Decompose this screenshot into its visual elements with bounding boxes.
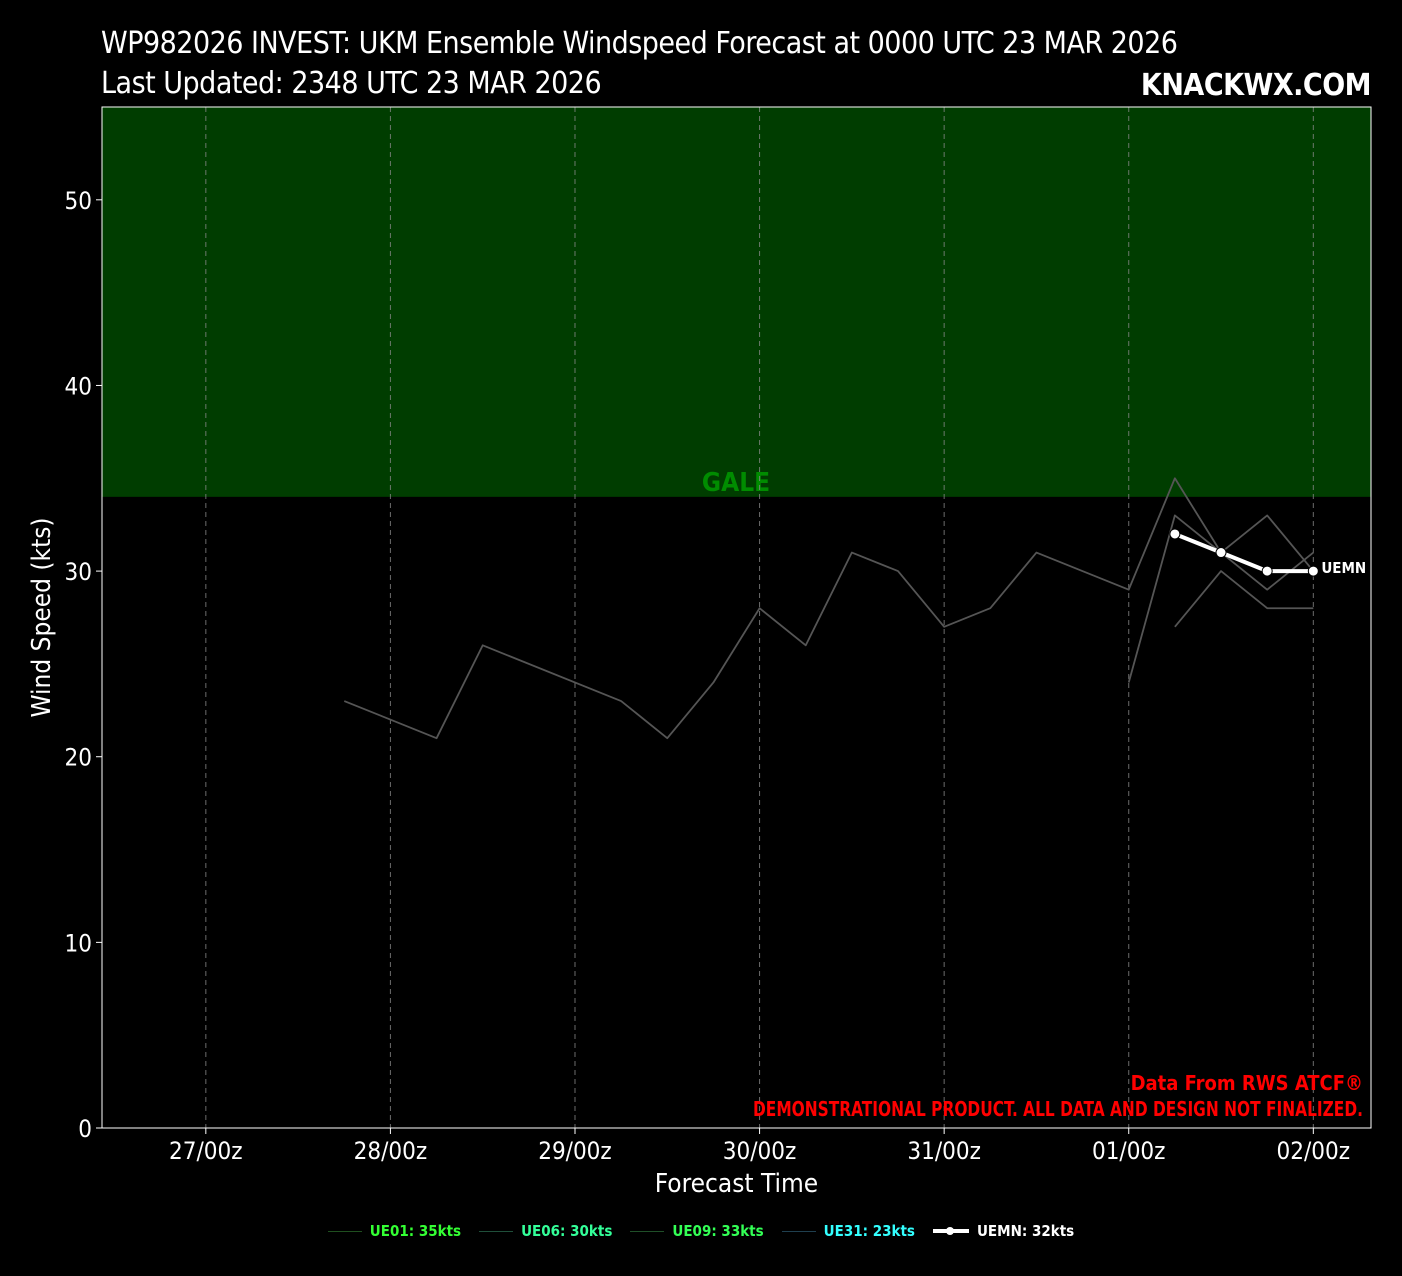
chart-legend: UE01: 35kts UE06: 30kts UE09: 33kts UE31: 2… <box>0 1222 1402 1240</box>
legend-label: UE09: 33kts <box>672 1222 764 1240</box>
data-source-annotation: Data From RWS ATCF® <box>1131 1071 1363 1095</box>
y-tick-label: 40 <box>65 372 92 400</box>
series-line-ue06 <box>1127 514 1315 683</box>
legend-label: UEMN: 32kts <box>976 1222 1075 1240</box>
legend-entry: UE06: 30kts <box>479 1222 612 1240</box>
x-tick-label: 28/00z <box>354 1137 428 1165</box>
mean-point <box>1215 547 1227 559</box>
legend-entry: UE09: 33kts <box>630 1222 764 1240</box>
legend-label: UE06: 30kts <box>521 1222 613 1240</box>
y-tick-label: 30 <box>65 558 92 586</box>
legend-entry: UE01: 35kts <box>327 1222 462 1240</box>
legend-label: UE01: 35kts <box>369 1222 462 1240</box>
series-line-ue01 <box>343 477 1314 740</box>
x-tick-label: 31/00z <box>907 1137 981 1165</box>
y-tick-label: 50 <box>65 187 92 215</box>
series-line-uemn <box>1174 532 1314 574</box>
x-tick-label: 27/00z <box>169 1137 243 1165</box>
series-line-ue09 <box>1174 570 1314 628</box>
mean-point <box>1307 565 1319 577</box>
x-tick-label: 30/00z <box>723 1137 797 1165</box>
y-tick-label: 0 <box>78 1115 92 1143</box>
y-tick-label: 10 <box>65 929 92 957</box>
legend-swatch <box>479 1230 514 1232</box>
chart-title: WP982026 INVEST: UKM Ensemble Windspeed … <box>101 26 1178 61</box>
x-tick-label: 01/00z <box>1092 1137 1166 1165</box>
wind-speed-chart: GALE 27/00z 28/00z 29/00z 30/00z 31/00z 01/00z… <box>27 106 1372 1199</box>
legend-swatch <box>781 1230 816 1232</box>
plot-frame <box>101 106 1372 1129</box>
y-axis-label: Wind Speed (kts) <box>27 517 57 717</box>
gale-band <box>102 107 1371 497</box>
x-tick-label: 02/00z <box>1277 1137 1351 1165</box>
y-tick-label: 20 <box>65 744 92 772</box>
legend-swatch <box>630 1230 665 1232</box>
brand-logo-text: KNACKWX.COM <box>1140 68 1372 103</box>
legend-entry: UEMN: 32kts <box>932 1222 1075 1240</box>
mean-point <box>1169 528 1181 540</box>
disclaimer-annotation: DEMONSTRATIONAL PRODUCT. ALL DATA AND DE… <box>753 1097 1363 1121</box>
legend-label: UE31: 23kts <box>823 1222 915 1240</box>
x-tick-label: 29/00z <box>538 1137 612 1165</box>
legend-swatch <box>327 1230 362 1232</box>
legend-entry: UE31: 23kts <box>781 1222 915 1240</box>
series-end-label: UEMN <box>1321 559 1366 577</box>
mean-point <box>1261 565 1273 577</box>
x-axis-label: Forecast Time <box>655 1169 818 1199</box>
legend-swatch <box>932 1227 969 1235</box>
gale-label: GALE <box>702 468 770 498</box>
chart-subtitle: Last Updated: 2348 UTC 23 MAR 2026 <box>101 66 602 101</box>
